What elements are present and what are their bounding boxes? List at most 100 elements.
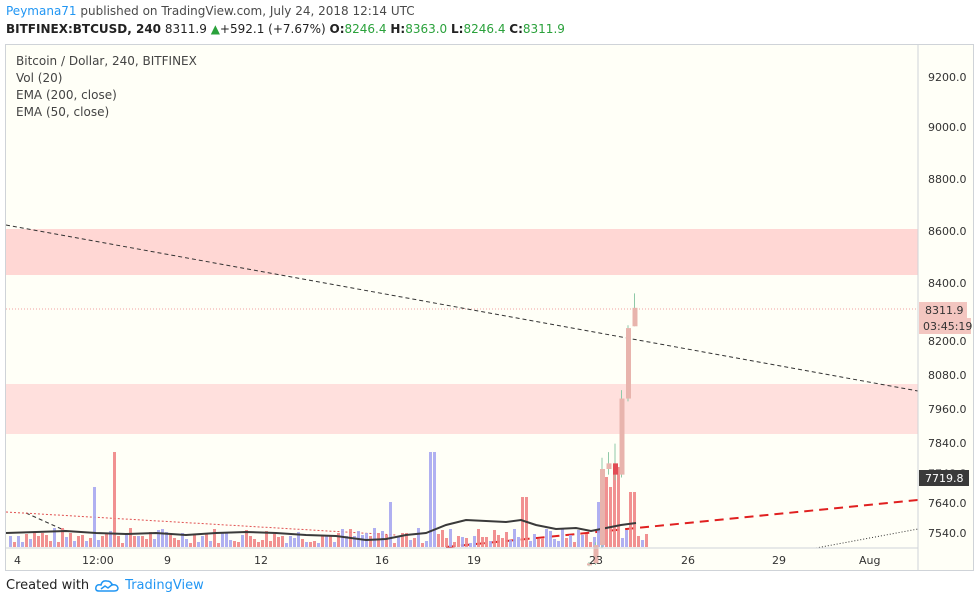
chart-canvas[interactable]: 9200.0 9000.0 8800.0 8600.0 8400.0 8200.…	[6, 45, 974, 571]
countdown-badge	[919, 318, 971, 334]
volume-bar	[429, 452, 432, 547]
price-tick: 7960.0	[928, 403, 967, 416]
volume-bar	[489, 541, 492, 547]
legend-ema200[interactable]: EMA (200, close)	[16, 88, 117, 102]
volume-bar	[53, 528, 56, 547]
legend-ema50[interactable]: EMA (50, close)	[16, 105, 110, 119]
volume-bar	[513, 529, 516, 547]
volume-bar	[509, 540, 512, 547]
dotted-projection-line	[815, 528, 919, 549]
volume-bar	[49, 541, 52, 547]
volume-bar	[285, 543, 288, 547]
volume-bar	[557, 541, 560, 547]
volume-bar	[277, 537, 280, 547]
volume-bar	[125, 533, 128, 547]
volume-bar	[545, 529, 548, 547]
volume-bar	[145, 539, 148, 547]
volume-bar	[385, 535, 388, 547]
last-price-badge	[919, 302, 967, 318]
volume-bar	[253, 539, 256, 547]
publish-line: Peymana71 published on TradingView.com, …	[6, 4, 415, 18]
legend-title: Bitcoin / Dollar, 240, BITFINEX	[16, 54, 197, 68]
volume-bar	[169, 535, 172, 547]
volume-bar	[441, 530, 444, 547]
volume-bar	[593, 537, 596, 547]
volume-bar	[437, 534, 440, 547]
candle-body	[619, 398, 625, 475]
volume-bar	[261, 540, 264, 547]
volume-bar	[445, 538, 448, 547]
legend-volume[interactable]: Vol (20)	[16, 71, 63, 85]
volume-bar	[629, 492, 632, 547]
volume-bar	[641, 540, 644, 547]
volume-bar	[589, 542, 592, 547]
volume-bar	[245, 530, 248, 547]
volume-bar	[257, 542, 260, 547]
volume-bar	[101, 536, 104, 547]
volume-bar	[209, 541, 212, 547]
volume-bar	[417, 528, 420, 547]
volume-bar	[521, 497, 524, 547]
volume-bar	[465, 538, 468, 547]
candle-body	[587, 563, 592, 566]
volume-bar	[477, 529, 480, 547]
candle-body	[593, 545, 599, 564]
created-with-text: Created with	[6, 578, 90, 593]
author-link[interactable]: Peymana71	[6, 4, 77, 18]
publish-info: published on TradingView.com, July 24, 2…	[80, 4, 415, 18]
ema-line	[6, 518, 637, 542]
volume-bar	[345, 536, 348, 547]
volume-bar	[265, 531, 268, 547]
price-tick: 8080.0	[928, 369, 967, 382]
ema-price-badge	[919, 470, 969, 486]
volume-bar	[469, 543, 472, 547]
tradingview-link[interactable]: TradingView	[125, 578, 204, 593]
ascending-trendline[interactable]	[445, 499, 919, 548]
chart-panel[interactable]: Bitcoin / Dollar, 240, BITFINEX Vol (20)…	[5, 44, 974, 571]
volume-bar	[425, 541, 428, 547]
price-tick: 7540.0	[928, 527, 967, 540]
volume-bar	[501, 538, 504, 547]
volume-bar	[141, 536, 144, 547]
time-tick: 16	[375, 554, 389, 567]
volume-bar	[197, 542, 200, 547]
volume-bar	[393, 543, 396, 547]
volume-bar	[85, 541, 88, 547]
high-value: 8363.0	[405, 22, 448, 36]
volume-bar	[317, 543, 320, 547]
open-label: O:	[329, 22, 345, 36]
price-tick: 9000.0	[928, 121, 967, 134]
volume-bar	[173, 538, 176, 547]
volume-bar	[353, 536, 356, 547]
volume-bar	[21, 542, 24, 547]
price-tick: 7840.0	[928, 437, 967, 450]
volume-bar	[273, 534, 276, 547]
volume-bar	[129, 528, 132, 547]
volume-bar	[485, 537, 488, 547]
time-tick: 4	[14, 554, 21, 567]
volume-bar	[329, 535, 332, 547]
candlesticks	[587, 293, 638, 567]
volume-bar	[181, 533, 184, 547]
volume-bar	[81, 535, 84, 547]
volume-bar	[421, 543, 424, 547]
volume-bar	[309, 542, 312, 547]
volume-bar	[225, 533, 228, 547]
descending-trendline[interactable]	[6, 224, 919, 392]
volume-bar	[565, 538, 568, 547]
price-tick: 9200.0	[928, 71, 967, 84]
price-tick: 7640.0	[928, 497, 967, 510]
tradingview-cloud-icon[interactable]	[95, 579, 119, 593]
support-zone-lower	[6, 384, 918, 434]
time-axis[interactable]: 4 12:00 9 12 16 19 23 26 29 Aug	[14, 554, 880, 567]
time-tick: 12:00	[82, 554, 114, 567]
volume-bar	[97, 540, 100, 547]
volume-bar	[321, 536, 324, 547]
low-value: 8246.4	[463, 22, 506, 36]
volume-bar	[533, 534, 536, 547]
volume-bar	[41, 533, 44, 547]
high-label: H:	[390, 22, 406, 36]
volume-bar	[177, 540, 180, 547]
volume-bar	[541, 538, 544, 547]
volume-bar	[105, 534, 108, 547]
